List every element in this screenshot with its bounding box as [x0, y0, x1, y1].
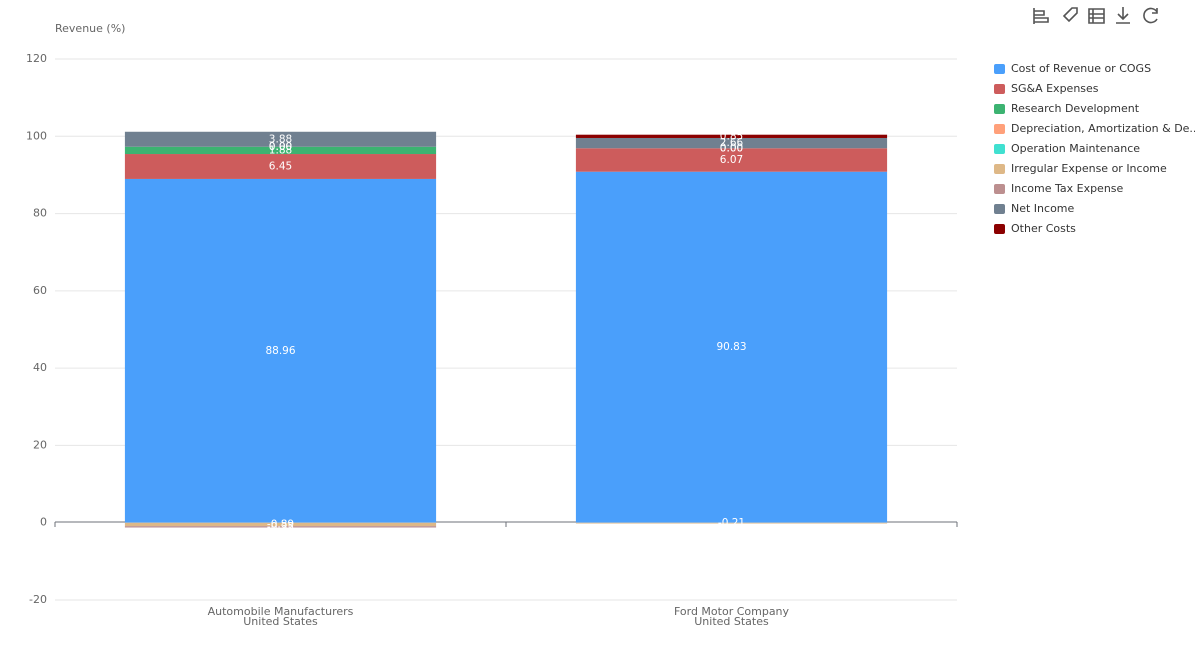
bar-segment — [124, 526, 437, 528]
y-tick-label: 40 — [33, 361, 47, 374]
data-label: 0.00 — [720, 142, 743, 154]
data-label: 0.00 — [269, 141, 292, 153]
data-label: 6.07 — [720, 154, 743, 166]
legend-label: Operation Maintenance — [1011, 142, 1140, 155]
data-label: 3.88 — [269, 133, 292, 145]
y-tick-label: 60 — [33, 284, 47, 297]
x-tick-label: United States — [243, 615, 318, 628]
legend-label: SG&A Expenses — [1011, 82, 1099, 95]
y-axis-label: Revenue (%) — [55, 22, 125, 35]
data-label: 0.00 — [269, 141, 292, 153]
legend-swatch[interactable] — [994, 84, 1005, 94]
x-tick-label: Ford Motor Company — [674, 605, 790, 618]
data-label: -0.35 — [267, 521, 294, 533]
x-tick-label: Automobile Manufacturers — [208, 605, 354, 618]
y-tick-label: -20 — [29, 593, 47, 606]
data-label: 6.45 — [269, 160, 292, 172]
legend-label: Cost of Revenue or COGS — [1011, 62, 1151, 75]
bar-segment — [575, 522, 888, 524]
y-tick-label: 100 — [26, 129, 47, 142]
data-label: 88.96 — [265, 345, 295, 357]
bar-segment — [124, 146, 437, 155]
data-label: 0.85 — [720, 130, 743, 142]
data-label: 1.88 — [269, 144, 292, 156]
toolbar — [1033, 7, 1158, 24]
data-label: -0.89 — [267, 518, 294, 530]
x-tick-label: United States — [694, 615, 769, 628]
y-tick-label: 0 — [40, 516, 47, 529]
bar-segment — [124, 131, 437, 147]
download-icon[interactable] — [1116, 7, 1130, 24]
legend-label: Irregular Expense or Income — [1011, 162, 1167, 175]
legend-label: Income Tax Expense — [1011, 182, 1124, 195]
legend-swatch[interactable] — [994, 144, 1005, 154]
legend-swatch[interactable] — [994, 124, 1005, 134]
legend-swatch[interactable] — [994, 204, 1005, 214]
legend-swatch[interactable] — [994, 64, 1005, 74]
data-label: 0.00 — [720, 142, 743, 154]
data-label: 2.66 — [720, 137, 744, 149]
legend-label: Net Income — [1011, 202, 1075, 215]
legend-label: Research Development — [1011, 102, 1140, 115]
data-label: -0.21 — [718, 517, 745, 529]
legend-label: Depreciation, Amortization & De... — [1011, 122, 1195, 135]
tag-icon[interactable] — [1062, 7, 1078, 23]
bar-segment — [575, 148, 888, 172]
legend-swatch[interactable] — [994, 224, 1005, 234]
bar-icon[interactable] — [1033, 8, 1049, 24]
legend-swatch[interactable] — [994, 164, 1005, 174]
table-icon[interactable] — [1088, 8, 1105, 24]
bar-segment — [575, 171, 888, 523]
legend-label: Other Costs — [1011, 222, 1076, 235]
refresh-icon[interactable] — [1143, 7, 1158, 24]
y-tick-label: 20 — [33, 438, 47, 451]
bar-segment — [124, 154, 437, 179]
bar-segment — [124, 178, 437, 523]
y-tick-label: 80 — [33, 207, 47, 220]
bar-segment — [575, 137, 888, 149]
bar-segment — [575, 134, 888, 138]
legend-swatch[interactable] — [994, 104, 1005, 114]
legend-swatch[interactable] — [994, 184, 1005, 194]
y-tick-label: 120 — [26, 52, 47, 65]
data-label: 90.83 — [716, 341, 746, 353]
bar-segment — [124, 522, 437, 527]
